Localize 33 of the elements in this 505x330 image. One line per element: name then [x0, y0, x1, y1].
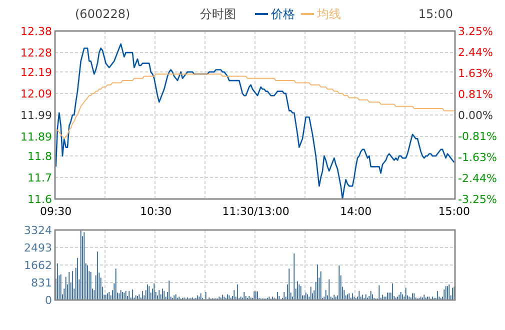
y2-tick-label: 0.00%: [458, 109, 493, 122]
y-tick-label: 11.6: [28, 193, 52, 206]
y2-tick-label: -1.63%: [458, 151, 497, 164]
y-tick-label: 12.19: [20, 66, 52, 79]
y2-tick-label: -2.44%: [458, 172, 497, 186]
y-tick-label: 12.28: [20, 46, 52, 60]
y-tick-label: 11.89: [20, 130, 52, 144]
y-tick-label: 2493: [24, 242, 52, 254]
y-tick-label: 831: [31, 276, 52, 290]
y2-tick-label: 2.44%: [458, 46, 493, 59]
y-tick-label: 11.8: [28, 150, 52, 163]
text: 15:00: [418, 7, 453, 21]
y-tick-label: 0: [45, 294, 52, 307]
y2-tick-label: 1.63%: [458, 66, 493, 80]
x-tick-label: 15:00: [438, 205, 470, 218]
y2-tick-label: -0.81%: [458, 130, 497, 143]
legend-label: 均线: [316, 7, 341, 21]
y2-tick-label: 3.25%: [458, 25, 493, 38]
x-tick-label: 11:30/13:00: [222, 205, 290, 218]
y-tick-label: 12.38: [20, 25, 52, 38]
chart-subtitle: 分时图: [200, 7, 236, 21]
chart-title: (600228): [75, 7, 130, 21]
y-tick-label: 11.99: [20, 109, 52, 122]
y-tick-label: 1662: [24, 259, 52, 272]
y-tick-label: 3324: [24, 224, 52, 237]
y2-tick-label: -3.25%: [458, 193, 497, 206]
y-tick-label: 12.09: [20, 87, 52, 100]
y2-tick-label: 0.81%: [458, 88, 493, 102]
y-tick-label: 11.7: [28, 171, 52, 184]
x-tick-label: 14:00: [340, 205, 372, 218]
x-tick-label: 09:30: [40, 205, 72, 218]
x-tick-label: 10:30: [140, 205, 172, 218]
legend-label: 价格: [270, 7, 295, 21]
